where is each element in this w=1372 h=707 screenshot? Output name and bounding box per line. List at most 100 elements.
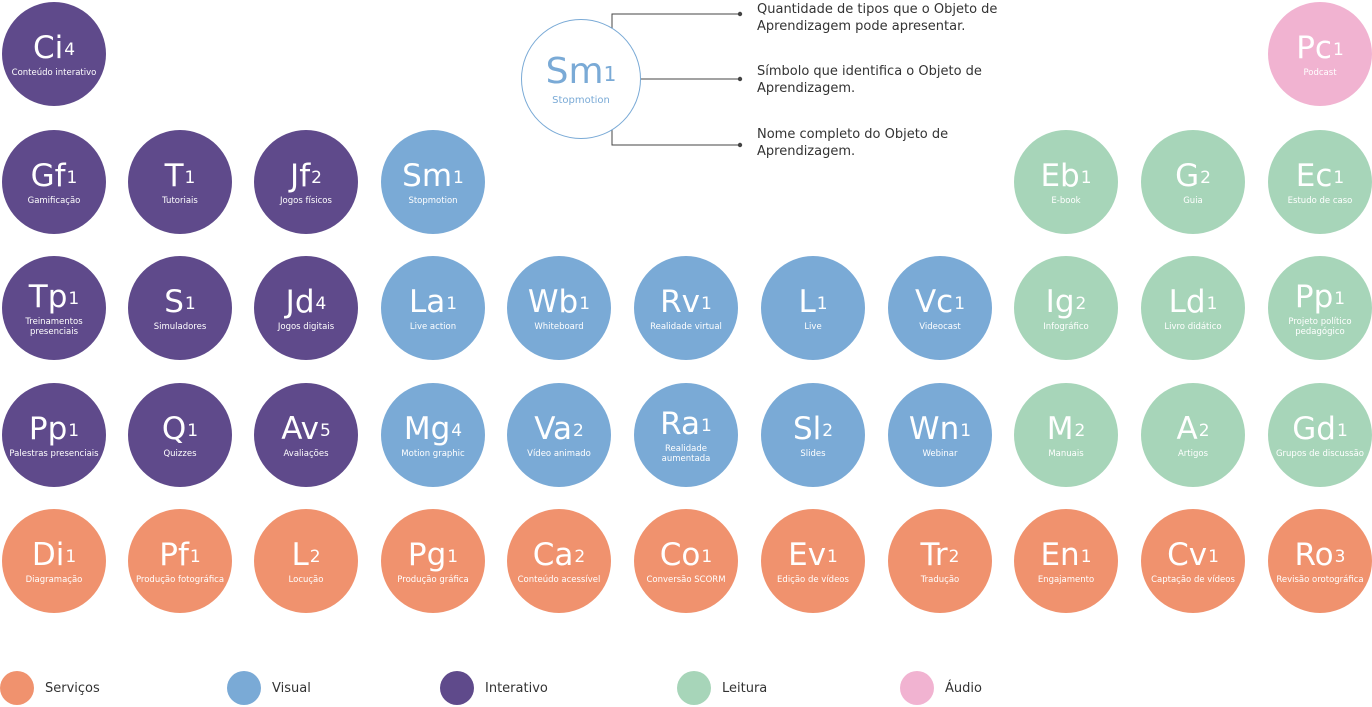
element-name: Produção fotográfica bbox=[135, 574, 225, 585]
element-symbol: Mg4 bbox=[403, 410, 463, 447]
element-count: 4 bbox=[451, 420, 463, 441]
legend-swatch bbox=[0, 671, 34, 705]
element-symbol: L2 bbox=[291, 536, 321, 573]
element-count: 2 bbox=[574, 546, 586, 567]
element-ev: Ev1 Edição de vídeos bbox=[761, 509, 865, 613]
key-name: Stopmotion bbox=[552, 94, 610, 106]
element-ca: Ca2 Conteúdo acessível bbox=[507, 509, 611, 613]
element-symbol: Pp1 bbox=[1294, 278, 1346, 315]
element-name: Live bbox=[804, 321, 822, 332]
element-vc: Vc1 Videocast bbox=[888, 256, 992, 360]
element-ro: Ro3 Revisão orotográfica bbox=[1268, 509, 1372, 613]
element-ec: Ec1 Estudo de caso bbox=[1268, 130, 1372, 234]
element-lo: L2 Locução bbox=[254, 509, 358, 613]
element-name: Podcast bbox=[1303, 67, 1337, 78]
element-count: 2 bbox=[1074, 420, 1086, 441]
element-name: Quizzes bbox=[163, 448, 197, 459]
element-ld: Ld1 Livro didático bbox=[1141, 256, 1245, 360]
element-symbol: Ra1 bbox=[660, 405, 712, 442]
element-name: Tutoriais bbox=[162, 195, 198, 206]
callout-name: Nome completo do Objeto de Aprendizagem. bbox=[757, 127, 949, 159]
element-symbol: Va2 bbox=[534, 410, 584, 447]
legend-label: Leitura bbox=[722, 680, 768, 696]
element-symbol: Jd4 bbox=[285, 283, 327, 320]
element-count: 4 bbox=[315, 293, 327, 314]
element-symbol: Pf1 bbox=[159, 536, 201, 573]
element-symbol: Cv1 bbox=[1167, 536, 1219, 573]
element-symbol: Gd1 bbox=[1292, 410, 1348, 447]
element-symbol: L1 bbox=[798, 283, 828, 320]
element-symbol: La1 bbox=[408, 283, 458, 320]
element-mg: Mg4 Motion graphic bbox=[381, 383, 485, 487]
element-jd: Jd4 Jogos digitais bbox=[254, 256, 358, 360]
element-symbol: Pc1 bbox=[1296, 29, 1344, 66]
element-count: 1 bbox=[1333, 167, 1345, 188]
legend-label: Visual bbox=[272, 680, 311, 696]
element-count: 1 bbox=[1336, 420, 1348, 441]
element-eb: Eb1 E-book bbox=[1014, 130, 1118, 234]
element-symbol: Pg1 bbox=[407, 536, 459, 573]
element-symbol: Sl2 bbox=[792, 410, 834, 447]
element-name: Guia bbox=[1183, 195, 1203, 206]
legend-label: Serviços bbox=[45, 680, 100, 696]
legend-swatch bbox=[440, 671, 474, 705]
element-name: Slides bbox=[800, 448, 826, 459]
element-av: Av5 Avaliações bbox=[254, 383, 358, 487]
element-symbol: Jf2 bbox=[290, 157, 322, 194]
element-count: 1 bbox=[954, 293, 966, 314]
element-pp-interativo: Pp1 Palestras presenciais bbox=[2, 383, 106, 487]
element-sl: Sl2 Slides bbox=[761, 383, 865, 487]
element-count: 1 bbox=[68, 420, 80, 441]
element-q: Q1 Quizzes bbox=[128, 383, 232, 487]
legend-item-servicos: Serviços bbox=[0, 671, 100, 705]
element-count: 1 bbox=[446, 293, 458, 314]
element-l: L1 Live bbox=[761, 256, 865, 360]
element-symbol: Sm1 bbox=[402, 157, 464, 194]
element-symbol: Rv1 bbox=[660, 283, 712, 320]
element-count: 1 bbox=[68, 288, 80, 309]
element-name: Whiteboard bbox=[534, 321, 584, 332]
element-name: Treinamentos presenciais bbox=[25, 316, 83, 337]
element-tp: Tp1 Treinamentos presenciais bbox=[2, 256, 106, 360]
element-symbol: Gf1 bbox=[30, 157, 78, 194]
element-symbol: Ig2 bbox=[1045, 283, 1087, 320]
element-symbol: A2 bbox=[1176, 410, 1210, 447]
element-name: Captação de vídeos bbox=[1151, 574, 1235, 585]
element-pc: Pc1 Podcast bbox=[1268, 2, 1372, 106]
element-symbol: Ld1 bbox=[1168, 283, 1218, 320]
element-symbol: Ec1 bbox=[1295, 157, 1345, 194]
element-name: Artigos bbox=[1177, 448, 1209, 459]
element-count: 2 bbox=[1200, 167, 1211, 188]
callout-symbol: Símbolo que identifica o Objeto de Apren… bbox=[757, 64, 982, 96]
element-jf: Jf2 Jogos físicos bbox=[254, 130, 358, 234]
element-cv: Cv1 Captação de vídeos bbox=[1141, 509, 1245, 613]
element-pf: Pf1 Produção fotográfica bbox=[128, 509, 232, 613]
element-symbol: T1 bbox=[164, 157, 196, 194]
element-count: 1 bbox=[701, 293, 712, 314]
legend-item-visual: Visual bbox=[227, 671, 311, 705]
element-count: 1 bbox=[1208, 546, 1219, 567]
element-name: Webinar bbox=[922, 448, 958, 459]
element-name: Live action bbox=[409, 321, 457, 332]
element-name: Produção gráfica bbox=[397, 574, 469, 585]
element-name: Projeto político pedagógico bbox=[1288, 316, 1352, 337]
element-name: Locução bbox=[288, 574, 324, 585]
legend-label: Interativo bbox=[485, 680, 548, 696]
element-symbol: Eb1 bbox=[1040, 157, 1092, 194]
element-name: Conteúdo interativo bbox=[11, 67, 97, 78]
legend-swatch bbox=[677, 671, 711, 705]
legend-item-audio: Áudio bbox=[900, 671, 982, 705]
element-symbol: S1 bbox=[164, 283, 196, 320]
element-name: Conteúdo acessível bbox=[517, 574, 601, 585]
element-name: Tradução bbox=[920, 574, 960, 585]
element-count: 1 bbox=[184, 167, 196, 188]
legend-item-leitura: Leitura bbox=[677, 671, 767, 705]
legend-key-element: Sm1 Stopmotion bbox=[521, 19, 641, 139]
element-pp-leitura: Pp1 Projeto político pedagógico bbox=[1268, 256, 1372, 360]
element-name: Livro didático bbox=[1164, 321, 1222, 332]
callout-count: Quantidade de tipos que o Objeto de Apre… bbox=[757, 2, 998, 34]
element-count: 1 bbox=[701, 415, 712, 436]
element-co: Co1 Conversão SCORM bbox=[634, 509, 738, 613]
element-name: Manuais bbox=[1048, 448, 1084, 459]
element-name: Engajamento bbox=[1037, 574, 1095, 585]
